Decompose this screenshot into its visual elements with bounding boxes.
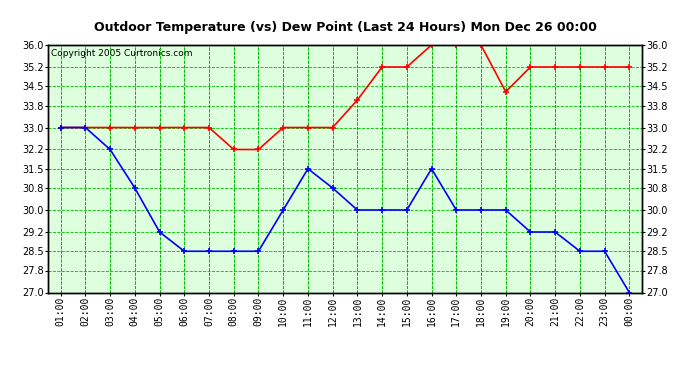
Text: Copyright 2005 Curtronics.com: Copyright 2005 Curtronics.com [51,49,193,58]
Text: Outdoor Temperature (vs) Dew Point (Last 24 Hours) Mon Dec 26 00:00: Outdoor Temperature (vs) Dew Point (Last… [94,21,596,34]
